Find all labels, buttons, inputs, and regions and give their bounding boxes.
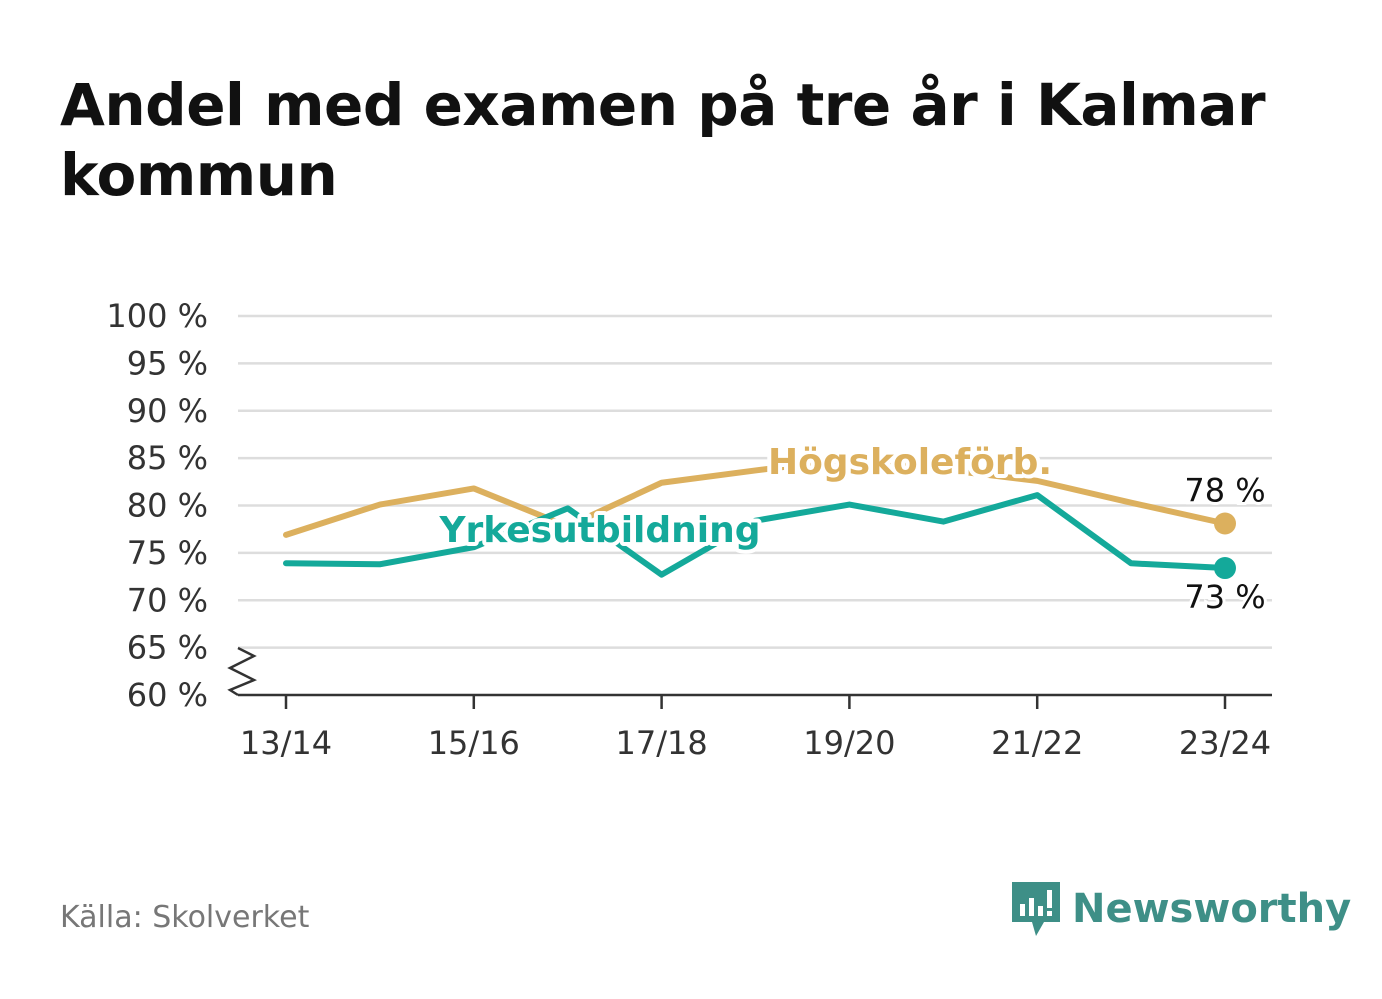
series-end-point: [1214, 557, 1236, 580]
newsworthy-icon: [1012, 882, 1060, 936]
series-lines: [283, 456, 1236, 580]
end-value-label: 73 %: [1184, 578, 1265, 616]
series-line-yrkesutbildning: [283, 492, 1228, 578]
end-value-label: 78 %: [1184, 472, 1265, 510]
series-line-hogskoleforb: [283, 456, 1228, 538]
x-tick-label: 13/14: [240, 724, 332, 762]
series-name-label: Högskoleförb.: [768, 442, 1052, 483]
x-tick-label: 15/16: [428, 724, 520, 762]
y-tick-label: 100 %: [106, 297, 208, 335]
y-tick-label: 90 %: [127, 392, 208, 430]
x-tick-label: 19/20: [803, 724, 895, 762]
x-tick-label: 17/18: [615, 724, 707, 762]
series-end-point: [1214, 512, 1236, 535]
y-tick-label: 75 %: [127, 534, 208, 572]
grid-lines: [238, 314, 1272, 649]
source-note: Källa: Skolverket: [60, 900, 310, 935]
y-tick-label: 65 %: [127, 629, 208, 667]
y-axis-break: [227, 646, 258, 697]
x-tick-label: 21/22: [991, 724, 1083, 762]
chart-title: Andel med examen på tre år i Kalmar komm…: [60, 71, 1266, 209]
y-axis-ticks: 100 % 95 % 90 % 85 % 80 % 75 % 70 % 65 % 60 %: [106, 297, 258, 714]
x-axis-ticks: 13/14 15/16 17/18 19/20 21/22 23/24: [240, 695, 1271, 762]
x-tick-label: 23/24: [1179, 724, 1271, 762]
series-labels: 78 % 73 % Högskoleförb.Yrkesutbildning: [434, 438, 1268, 619]
y-tick-label: 60 %: [127, 676, 208, 714]
y-tick-label: 70 %: [127, 581, 208, 619]
series-name-label: Yrkesutbildning: [438, 510, 760, 551]
y-tick-label: 85 %: [127, 439, 208, 477]
brand-name: Newsworthy: [1072, 886, 1352, 932]
newsworthy-logo: Newsworthy: [1010, 878, 1351, 940]
y-tick-label: 95 %: [127, 344, 208, 382]
y-tick-label: 80 %: [127, 487, 208, 525]
